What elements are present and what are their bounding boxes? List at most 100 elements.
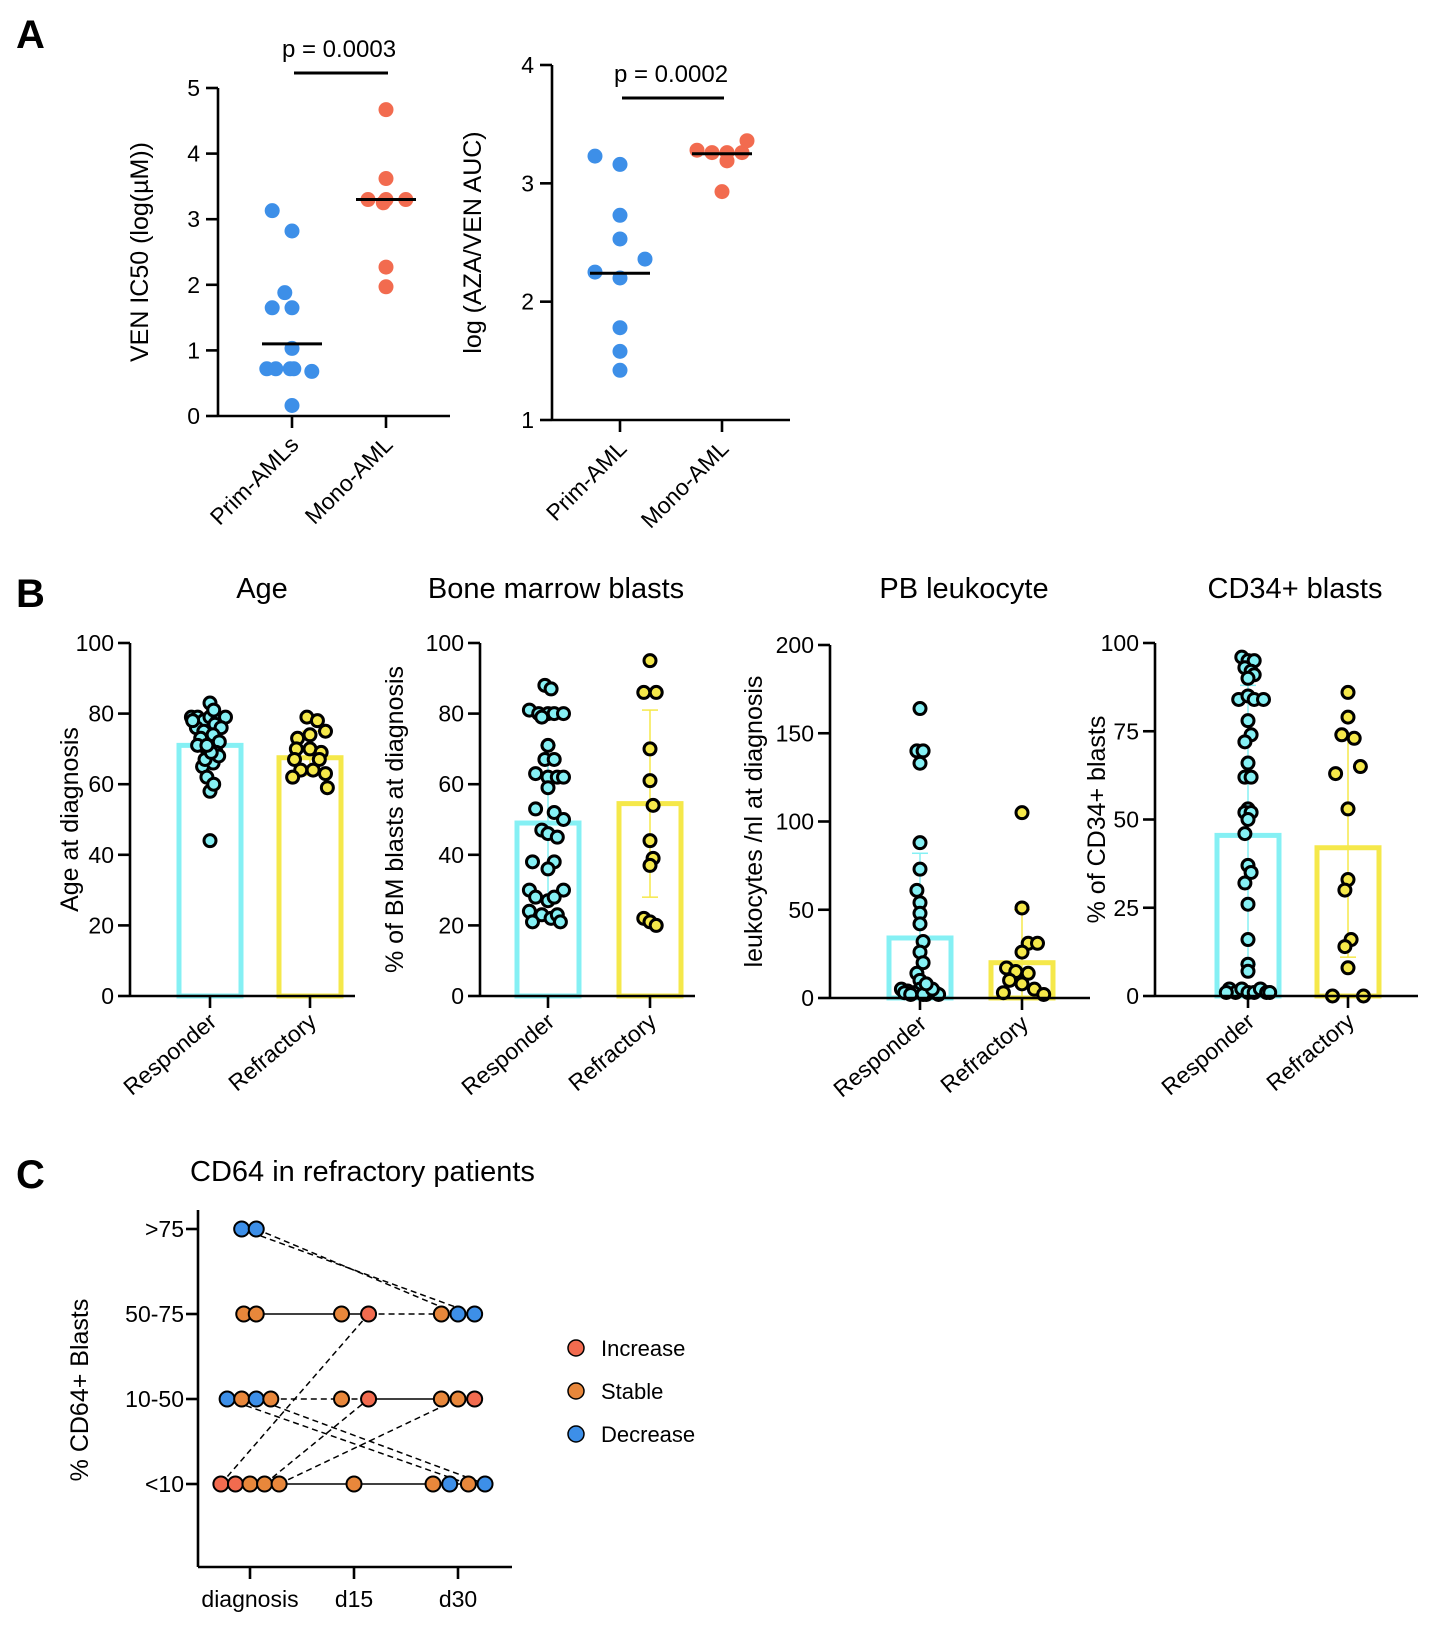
y-tick-label: 1 [187, 337, 200, 363]
data-point [262, 1390, 280, 1408]
y-tick-label: 20 [438, 912, 464, 938]
y-tick-label: 50-75 [125, 1301, 184, 1327]
data-point [645, 797, 661, 813]
data-point [915, 743, 931, 759]
data-point [648, 684, 664, 700]
data-point [212, 1475, 230, 1493]
data-point [1340, 684, 1356, 700]
y-axis-label: leukocytes /nl at diagnosis [740, 676, 768, 968]
y-tick-label: 100 [1101, 630, 1139, 656]
y-axis-label: % CD64+ Blasts [66, 1299, 94, 1482]
data-point [284, 300, 300, 316]
y-tick-label: 100 [76, 630, 114, 656]
data-point [233, 1390, 251, 1408]
data-point [277, 285, 293, 301]
y-tick-label: 40 [88, 842, 114, 868]
data-point [441, 1475, 459, 1493]
data-point [912, 835, 928, 851]
data-point [287, 751, 302, 767]
data-point [375, 195, 391, 211]
data-point [305, 762, 321, 778]
data-point [1237, 875, 1253, 891]
data-point [1256, 691, 1271, 707]
chart-b-pb-leukocyte: PB leukocyte 0 50 100 150 200 leukocytes /nl a… [740, 573, 1090, 1102]
data-point [459, 1475, 477, 1493]
data-point [528, 889, 544, 905]
data-point [247, 1220, 265, 1238]
y-axis-label: % of CD34+ blasts [1083, 716, 1111, 924]
chart-title: Bone marrow blasts [428, 573, 684, 605]
data-point [247, 1390, 265, 1408]
data-point [1240, 896, 1256, 912]
data-point [1014, 944, 1030, 960]
data-point [525, 914, 540, 930]
data-point [285, 769, 301, 785]
data-point [1240, 755, 1256, 771]
y-axis-label: VEN IC50 (log(µM)) [126, 142, 154, 362]
data-point [309, 713, 325, 729]
data-point [378, 259, 394, 275]
data-point [226, 1475, 244, 1493]
x-category-label: Responder [118, 1008, 221, 1100]
data-point [1340, 960, 1356, 976]
data-point [714, 184, 730, 200]
x-category-label: Mono-AML [636, 435, 734, 533]
data-point [206, 702, 222, 718]
chart-a-aza-ven-auc: 1 2 3 4 log (AZA/VEN AUC) Prim-AML Mono-AML p =… [459, 52, 790, 533]
data-point [1002, 972, 1018, 988]
data-point [648, 917, 664, 933]
legend-marker [567, 1339, 585, 1357]
x-category-label: Responder [456, 1008, 559, 1100]
data-point [268, 361, 284, 377]
data-point [206, 776, 222, 792]
y-tick-label: 80 [88, 701, 114, 727]
data-point [304, 363, 320, 379]
dashed-link [241, 1228, 475, 1315]
dashed-link [255, 1398, 486, 1485]
y-tick-label: 100 [426, 630, 464, 656]
x-category-label: Responder [1156, 1008, 1259, 1100]
data-point [637, 251, 653, 267]
y-tick-label: 20 [88, 912, 114, 938]
data-point [534, 709, 550, 725]
y-tick-label: >75 [145, 1216, 184, 1242]
data-point [247, 1305, 265, 1323]
data-point [476, 1475, 494, 1493]
p-value-annotation: p = 0.0002 [614, 61, 728, 88]
data-point [612, 362, 628, 378]
y-tick-label: 4 [521, 52, 534, 78]
x-tick-label: diagnosis [201, 1586, 298, 1612]
dashed-link [226, 1398, 469, 1485]
legend-label: Stable [601, 1379, 663, 1404]
data-point [241, 1475, 259, 1493]
data-point [466, 1305, 484, 1323]
data-point [318, 766, 333, 782]
data-point [912, 701, 928, 717]
y-tick-label: 75 [1113, 718, 1139, 744]
y-axis-label: Age at diagnosis [56, 727, 84, 912]
data-point [1240, 713, 1256, 729]
p-value-annotation: p = 0.0003 [282, 36, 396, 63]
y-tick-label: 60 [438, 771, 464, 797]
y-tick-label: 2 [187, 272, 200, 298]
y-tick-label: 5 [187, 75, 200, 101]
data-point [302, 727, 318, 743]
data-point [612, 207, 628, 223]
data-point [543, 681, 559, 697]
data-point [1014, 976, 1030, 992]
legend-label: Increase [601, 1336, 685, 1361]
data-point [1240, 670, 1256, 686]
y-tick-label: 50 [1113, 807, 1139, 833]
y-tick-label: 25 [1113, 895, 1139, 921]
y-tick-label: 3 [187, 206, 200, 232]
data-point [378, 171, 394, 187]
data-point [612, 343, 628, 359]
data-point [556, 769, 571, 785]
data-point [1337, 882, 1353, 898]
data-point [1352, 759, 1368, 775]
y-axis-label: log (AZA/VEN AUC) [459, 131, 487, 353]
data-point [333, 1305, 351, 1323]
data-point [284, 398, 300, 414]
data-point [360, 1390, 378, 1408]
y-tick-label: 0 [1126, 983, 1139, 1009]
